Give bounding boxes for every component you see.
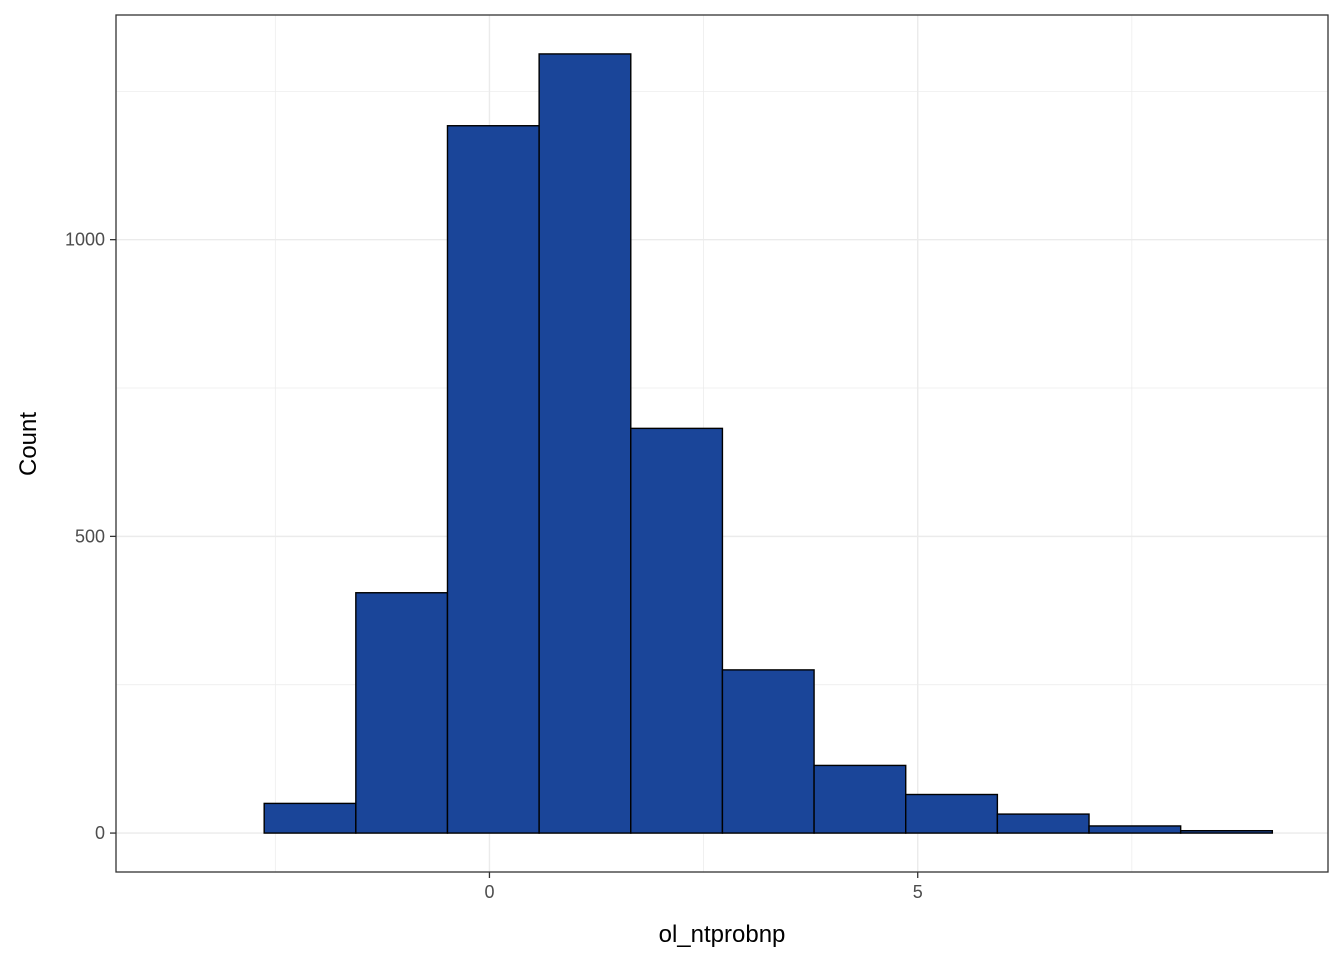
histogram-bar-11 [1088,825,1182,834]
histogram-bar-2 [263,802,357,834]
histogram-bars [263,53,1274,834]
x-tick-label: 5 [913,882,923,902]
histogram-bar-8 [813,764,907,834]
y-tick-label: 500 [75,526,105,546]
histogram-bar-9 [905,793,999,834]
axis-tick-labels: 0 5 0 500 1000 [65,230,923,902]
histogram-bar-4 [446,125,540,834]
y-axis-title: Count [15,412,42,476]
axis-ticks [110,239,919,878]
histogram-bar-12 [1179,829,1274,834]
x-axis-title: ol_ntprobnp [659,921,786,948]
x-tick-label: 0 [484,882,494,902]
histogram-bar-5 [538,53,632,834]
panel-border [115,14,1329,873]
histogram-bar-6 [630,427,724,834]
histogram-bar-3 [355,592,449,834]
histogram-bar-7 [721,669,815,834]
y-tick-label: 1000 [65,230,105,250]
y-tick-label: 0 [95,823,105,843]
histogram-bar-10 [996,813,1090,834]
